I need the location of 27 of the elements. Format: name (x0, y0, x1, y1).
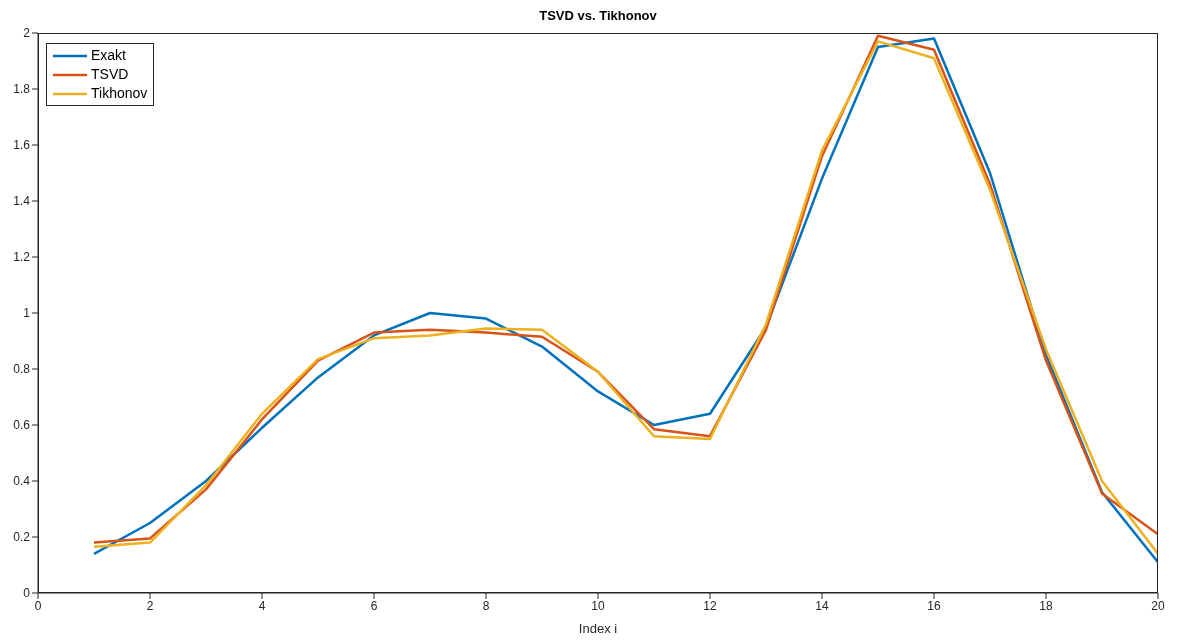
x-tick-label: 2 (146, 598, 154, 613)
x-axis-title: Index i (578, 621, 618, 636)
y-tick-label: 0.6 (13, 418, 31, 433)
y-tick-label: 0 (23, 586, 31, 601)
chart-title: TSVD vs. Tikhonov (538, 8, 658, 23)
y-tick-label: 1.6 (13, 138, 31, 153)
x-tick-label: 8 (482, 598, 490, 613)
legend-label: Exakt (91, 46, 127, 65)
legend-label: Tikhonov (91, 84, 148, 103)
y-tick-label: 1.2 (13, 250, 31, 265)
x-tick-label: 20 (1151, 598, 1165, 613)
x-tick-label: 4 (258, 598, 266, 613)
x-tick-label: 6 (370, 598, 378, 613)
x-tick-label: 14 (815, 598, 829, 613)
x-tick-label: 0 (34, 598, 42, 613)
x-tick-label: 10 (591, 598, 605, 613)
x-tick-label: 12 (703, 598, 717, 613)
y-tick-label: 1 (23, 306, 31, 321)
y-tick-label: 1.8 (13, 82, 31, 97)
y-tick-label: 0.8 (13, 362, 31, 377)
y-tick-label: 0.4 (13, 474, 31, 489)
x-tick-label: 18 (1039, 598, 1053, 613)
legend-label: TSVD (91, 65, 129, 84)
y-tick-label: 2 (23, 26, 31, 41)
y-tick-label: 0.2 (13, 530, 31, 545)
y-tick-label: 1.4 (13, 194, 31, 209)
x-tick-label: 16 (927, 598, 941, 613)
